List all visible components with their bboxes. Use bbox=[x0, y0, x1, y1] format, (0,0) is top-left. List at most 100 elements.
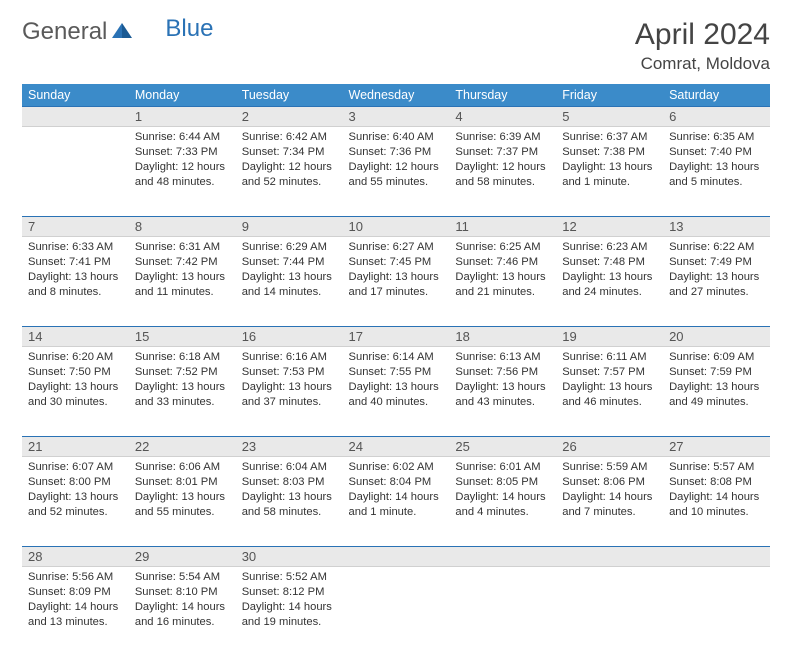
logo-text-1: General bbox=[22, 18, 107, 46]
sunset-line: Sunset: 8:01 PM bbox=[135, 475, 230, 490]
day-cell: Sunrise: 6:20 AMSunset: 7:50 PMDaylight:… bbox=[22, 347, 129, 437]
sunrise-line: Sunrise: 5:52 AM bbox=[242, 570, 337, 585]
sunrise-line: Sunrise: 6:16 AM bbox=[242, 350, 337, 365]
day-number: 16 bbox=[236, 327, 343, 347]
daylight-line: Daylight: 13 hours and 1 minute. bbox=[562, 160, 657, 190]
day-number: 24 bbox=[343, 437, 450, 457]
day-number: 4 bbox=[449, 107, 556, 127]
sunrise-line: Sunrise: 6:13 AM bbox=[455, 350, 550, 365]
day-number: 5 bbox=[556, 107, 663, 127]
day-number: 9 bbox=[236, 217, 343, 237]
sunrise-line: Sunrise: 6:09 AM bbox=[669, 350, 764, 365]
sunset-line: Sunset: 7:44 PM bbox=[242, 255, 337, 270]
sunrise-line: Sunrise: 6:18 AM bbox=[135, 350, 230, 365]
sunset-line: Sunset: 7:45 PM bbox=[349, 255, 444, 270]
day-number: 29 bbox=[129, 547, 236, 567]
sunrise-line: Sunrise: 6:11 AM bbox=[562, 350, 657, 365]
day-cell: Sunrise: 6:16 AMSunset: 7:53 PMDaylight:… bbox=[236, 347, 343, 437]
weekday-header: Wednesday bbox=[343, 84, 450, 107]
logo-icon bbox=[111, 18, 133, 46]
day-number: 8 bbox=[129, 217, 236, 237]
day-cell: Sunrise: 6:13 AMSunset: 7:56 PMDaylight:… bbox=[449, 347, 556, 437]
day-cell: Sunrise: 6:39 AMSunset: 7:37 PMDaylight:… bbox=[449, 127, 556, 217]
day-cell: Sunrise: 6:27 AMSunset: 7:45 PMDaylight:… bbox=[343, 237, 450, 327]
day-number: 14 bbox=[22, 327, 129, 347]
sunrise-line: Sunrise: 6:40 AM bbox=[349, 130, 444, 145]
day-content-row: Sunrise: 6:20 AMSunset: 7:50 PMDaylight:… bbox=[22, 347, 770, 437]
daylight-line: Daylight: 13 hours and 21 minutes. bbox=[455, 270, 550, 300]
sunset-line: Sunset: 8:12 PM bbox=[242, 585, 337, 600]
day-number bbox=[449, 547, 556, 567]
day-number bbox=[556, 547, 663, 567]
day-number: 27 bbox=[663, 437, 770, 457]
day-cell: Sunrise: 6:29 AMSunset: 7:44 PMDaylight:… bbox=[236, 237, 343, 327]
weekday-header: Saturday bbox=[663, 84, 770, 107]
day-cell: Sunrise: 6:42 AMSunset: 7:34 PMDaylight:… bbox=[236, 127, 343, 217]
daylight-line: Daylight: 13 hours and 52 minutes. bbox=[28, 490, 123, 520]
sunrise-line: Sunrise: 6:22 AM bbox=[669, 240, 764, 255]
day-cell: Sunrise: 6:23 AMSunset: 7:48 PMDaylight:… bbox=[556, 237, 663, 327]
day-cell: Sunrise: 6:01 AMSunset: 8:05 PMDaylight:… bbox=[449, 457, 556, 547]
sunset-line: Sunset: 8:05 PM bbox=[455, 475, 550, 490]
day-number: 26 bbox=[556, 437, 663, 457]
sunset-line: Sunset: 7:46 PM bbox=[455, 255, 550, 270]
weekday-header: Monday bbox=[129, 84, 236, 107]
day-number-row: 123456 bbox=[22, 107, 770, 127]
daylight-line: Daylight: 13 hours and 8 minutes. bbox=[28, 270, 123, 300]
sunset-line: Sunset: 8:00 PM bbox=[28, 475, 123, 490]
sunrise-line: Sunrise: 6:33 AM bbox=[28, 240, 123, 255]
day-cell: Sunrise: 6:22 AMSunset: 7:49 PMDaylight:… bbox=[663, 237, 770, 327]
sunset-line: Sunset: 8:10 PM bbox=[135, 585, 230, 600]
day-content-row: Sunrise: 6:07 AMSunset: 8:00 PMDaylight:… bbox=[22, 457, 770, 547]
weekday-header-row: Sunday Monday Tuesday Wednesday Thursday… bbox=[22, 84, 770, 107]
day-number: 17 bbox=[343, 327, 450, 347]
day-number: 21 bbox=[22, 437, 129, 457]
day-number: 22 bbox=[129, 437, 236, 457]
sunset-line: Sunset: 8:06 PM bbox=[562, 475, 657, 490]
logo-text-2: Blue bbox=[165, 15, 213, 43]
sunset-line: Sunset: 8:04 PM bbox=[349, 475, 444, 490]
location: Comrat, Moldova bbox=[635, 54, 770, 74]
daylight-line: Daylight: 14 hours and 13 minutes. bbox=[28, 600, 123, 630]
sunrise-line: Sunrise: 6:01 AM bbox=[455, 460, 550, 475]
day-number bbox=[343, 547, 450, 567]
day-number-row: 282930 bbox=[22, 547, 770, 567]
sunrise-line: Sunrise: 6:25 AM bbox=[455, 240, 550, 255]
day-cell: Sunrise: 6:35 AMSunset: 7:40 PMDaylight:… bbox=[663, 127, 770, 217]
daylight-line: Daylight: 14 hours and 7 minutes. bbox=[562, 490, 657, 520]
daylight-line: Daylight: 13 hours and 14 minutes. bbox=[242, 270, 337, 300]
sunrise-line: Sunrise: 6:02 AM bbox=[349, 460, 444, 475]
sunset-line: Sunset: 7:48 PM bbox=[562, 255, 657, 270]
daylight-line: Daylight: 13 hours and 58 minutes. bbox=[242, 490, 337, 520]
sunrise-line: Sunrise: 5:56 AM bbox=[28, 570, 123, 585]
daylight-line: Daylight: 12 hours and 58 minutes. bbox=[455, 160, 550, 190]
day-cell: Sunrise: 6:25 AMSunset: 7:46 PMDaylight:… bbox=[449, 237, 556, 327]
day-cell: Sunrise: 6:09 AMSunset: 7:59 PMDaylight:… bbox=[663, 347, 770, 437]
sunrise-line: Sunrise: 6:31 AM bbox=[135, 240, 230, 255]
sunrise-line: Sunrise: 5:59 AM bbox=[562, 460, 657, 475]
day-cell: Sunrise: 5:57 AMSunset: 8:08 PMDaylight:… bbox=[663, 457, 770, 547]
daylight-line: Daylight: 12 hours and 52 minutes. bbox=[242, 160, 337, 190]
sunset-line: Sunset: 7:59 PM bbox=[669, 365, 764, 380]
day-number-row: 78910111213 bbox=[22, 217, 770, 237]
sunset-line: Sunset: 8:09 PM bbox=[28, 585, 123, 600]
sunset-line: Sunset: 7:37 PM bbox=[455, 145, 550, 160]
sunrise-line: Sunrise: 6:35 AM bbox=[669, 130, 764, 145]
sunset-line: Sunset: 7:56 PM bbox=[455, 365, 550, 380]
sunrise-line: Sunrise: 6:27 AM bbox=[349, 240, 444, 255]
sunset-line: Sunset: 7:34 PM bbox=[242, 145, 337, 160]
sunset-line: Sunset: 7:49 PM bbox=[669, 255, 764, 270]
daylight-line: Daylight: 13 hours and 30 minutes. bbox=[28, 380, 123, 410]
daylight-line: Daylight: 13 hours and 55 minutes. bbox=[135, 490, 230, 520]
sunrise-line: Sunrise: 6:23 AM bbox=[562, 240, 657, 255]
logo: General Blue bbox=[22, 18, 213, 46]
day-number: 7 bbox=[22, 217, 129, 237]
title-block: April 2024 Comrat, Moldova bbox=[635, 18, 770, 74]
day-number: 23 bbox=[236, 437, 343, 457]
sunset-line: Sunset: 7:41 PM bbox=[28, 255, 123, 270]
sunset-line: Sunset: 7:40 PM bbox=[669, 145, 764, 160]
daylight-line: Daylight: 13 hours and 27 minutes. bbox=[669, 270, 764, 300]
weekday-header: Tuesday bbox=[236, 84, 343, 107]
sunset-line: Sunset: 7:55 PM bbox=[349, 365, 444, 380]
sunrise-line: Sunrise: 6:06 AM bbox=[135, 460, 230, 475]
